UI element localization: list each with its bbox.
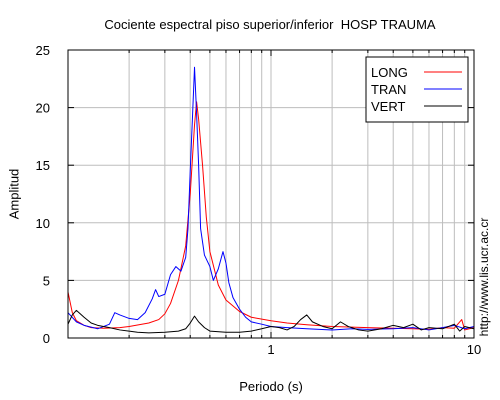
y-tick-label: 10 [36,216,50,231]
legend-label: VERT [371,99,405,114]
y-tick-label: 15 [36,158,50,173]
y-tick-label: 25 [36,43,50,58]
y-tick-label: 5 [43,273,50,288]
legend: LONG TRAN VERT [365,56,469,123]
x-tick-label: 1 [267,342,274,357]
x-axis-label: Periodo (s) [239,379,303,394]
legend-label: LONG [371,65,408,80]
chart-title: Cociente espectral piso superior/inferio… [104,17,436,32]
series-line-long [67,101,475,331]
series-lines [67,66,475,334]
legend-label: TRAN [371,82,406,97]
y-tick-label: 20 [36,101,50,116]
axis-ticks: 1 10 0 5 10 15 20 25 [36,43,482,357]
series-line-vert [67,309,475,334]
source-url-text: http://www.lis.ucr.ac.cr [477,217,491,337]
y-axis-label: Amplitud [6,168,22,220]
series-line-tran [67,66,475,331]
y-tick-label: 0 [43,331,50,346]
x-tick-label: 10 [467,342,481,357]
